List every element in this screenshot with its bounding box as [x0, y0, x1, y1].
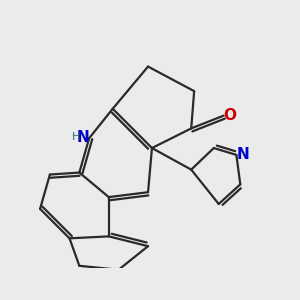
Text: N: N — [237, 147, 249, 162]
Text: H: H — [72, 132, 80, 142]
Text: N: N — [77, 130, 90, 145]
Text: O: O — [223, 108, 236, 123]
